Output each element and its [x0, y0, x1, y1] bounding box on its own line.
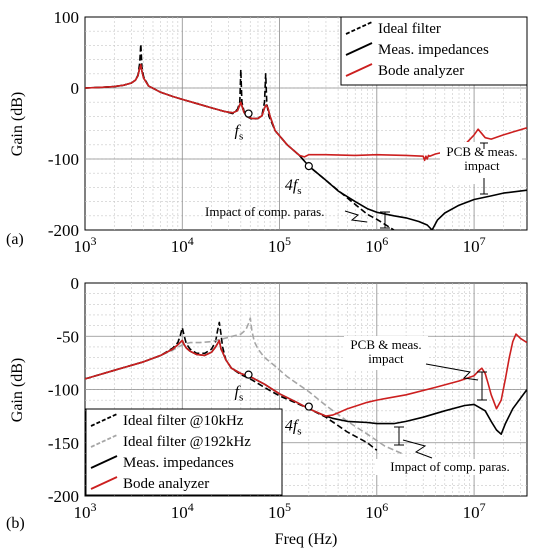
y-tick-label: -150: [48, 434, 79, 453]
comp-paras-annotation: Impact of comp. paras.: [205, 204, 324, 219]
panel-a-ylabel: Gain (dB): [9, 92, 26, 156]
y-tick-label: 100: [54, 8, 80, 27]
x-tick-label: 107: [463, 500, 486, 522]
y-tick-label: -50: [56, 327, 79, 346]
pcb-annotation-bg: [344, 336, 428, 370]
comp-paras-annotation-bg: [376, 459, 526, 475]
panel-b-ticks: -200 -150 -100 -50 0 103 104 105 106 107: [48, 274, 486, 522]
panel-a-ticks: -200 -100 0 100 103 104 105 106 107: [48, 8, 486, 256]
series-line-1: [85, 317, 402, 455]
four-fs-marker: [304, 402, 313, 411]
pcb-annotation-line2: impact: [464, 158, 500, 173]
comp-paras-leader: [402, 439, 433, 459]
x-tick-label: 105: [268, 234, 291, 256]
legend-a-swatch-0: [345, 21, 373, 35]
legend-b-entry-2: Meas. impedances: [123, 455, 234, 471]
y-tick-label: -100: [48, 150, 79, 169]
x-tick-label: 106: [365, 500, 388, 522]
four-fs-label: 4fs: [285, 418, 302, 438]
legend-b-entry-0: Ideal filter @10kHz: [123, 413, 244, 429]
four-fs-marker: [304, 162, 313, 171]
x-tick-label: 107: [463, 234, 486, 256]
fs-label: fs: [235, 123, 244, 143]
x-tick-label: 104: [171, 234, 194, 256]
x-tick-label: 103: [74, 234, 97, 256]
legend-b-entry-3: Bode analyzer: [123, 476, 209, 492]
y-tick-label: -200: [48, 487, 79, 506]
legend-a-swatch-1: [345, 42, 373, 56]
panel-b-ylabel: Gain (dB): [9, 358, 26, 422]
y-tick-label: -200: [48, 221, 79, 240]
comp-paras-leader: [344, 210, 368, 223]
legend-a-entry-2: Bode analyzer: [378, 63, 464, 79]
panel-a-plot-area: [84, 16, 528, 231]
series-line-0: [85, 43, 395, 230]
legend-a-swatch-2: [345, 63, 373, 77]
legend-b-swatch-0: [90, 413, 118, 427]
fs-marker: [244, 370, 253, 379]
four-fs-label: 4fs: [285, 177, 302, 197]
legend-a-entry-1: Meas. impedances: [378, 42, 489, 58]
panel-b-chart: -200 -150 -100 -50 0 103 104 105 106 107 fs 4fs PCB…: [6, 274, 528, 548]
legend-b-entry-1: Ideal filter @192kHz: [123, 434, 251, 450]
legend-a-box: [340, 16, 528, 86]
x-tick-label: 105: [268, 500, 291, 522]
y-tick-label: 0: [71, 79, 80, 98]
pcb-annotation-line2: impact: [368, 351, 404, 366]
panel-b-series: [85, 317, 527, 455]
y-tick-label: -100: [48, 381, 79, 400]
series-line-0: [85, 321, 378, 451]
fs-label: fs: [235, 384, 244, 404]
pcb-annotation-bg: [440, 142, 522, 184]
panel-b-legend: Ideal filter @10kHz Ideal filter @192kHz M…: [85, 408, 283, 496]
x-tick-label: 103: [74, 500, 97, 522]
series-line-3: [85, 333, 527, 417]
legend-b-swatch-2: [90, 455, 118, 469]
x-tick-label: 106: [365, 234, 388, 256]
pcb-annotation-line1: PCB & meas.: [350, 337, 421, 352]
panel-b-annotations: fs 4fs PCB & meas.impact Impact of comp. pa…: [235, 336, 526, 475]
legend-b-swatch-3: [90, 476, 118, 490]
panel-a-annotations: fs 4fs Impact of comp. paras. PCB & meas.im…: [205, 109, 522, 229]
fs-marker: [244, 109, 253, 118]
legend-b-box: [85, 408, 283, 496]
x-tick-label: 104: [171, 500, 194, 522]
panel-b-label: (b): [6, 515, 25, 532]
legend-a-entry-0: Ideal filter: [378, 21, 441, 37]
pcb-leader: [425, 363, 479, 381]
legend-b-swatch-1: [90, 434, 118, 448]
y-tick-label: 0: [71, 274, 80, 293]
panel-a-legend: Ideal filter Meas. impedances Bode analyze…: [340, 16, 528, 86]
panel-a-chart: -200 -100 0 100 103 104 105 106 107 fs 4fs Impact …: [6, 8, 528, 256]
panel-b-xlabel: Freq (Hz): [275, 531, 338, 548]
pcb-annotation-line1: PCB & meas.: [446, 144, 517, 159]
comp-paras-annotation: Impact of comp. paras.: [390, 459, 509, 474]
panel-a-label: (a): [6, 231, 24, 248]
